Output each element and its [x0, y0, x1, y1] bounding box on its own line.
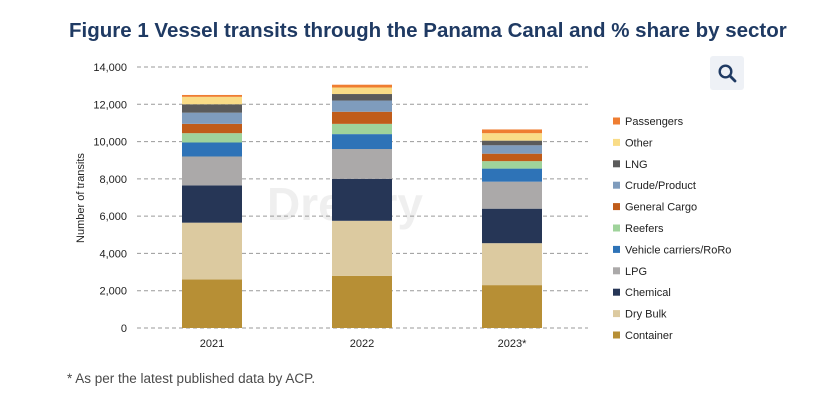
legend-swatch	[613, 288, 620, 296]
legend-swatch	[613, 310, 620, 318]
bar-segment	[482, 133, 542, 141]
legend-swatch	[613, 160, 620, 168]
bar-segment	[482, 161, 542, 169]
legend-label: Dry Bulk	[625, 309, 667, 321]
legend: Container Dry Bulk Chemical LPG Vehicle carr…	[613, 116, 731, 342]
bar-segment	[482, 181, 542, 209]
legend-swatch	[613, 117, 620, 125]
y-axis: 0 2,000 4,000 6,000 8,000 10,000 12,000 14,000	[93, 62, 127, 335]
bar-segment	[182, 123, 242, 134]
bar-segment	[182, 104, 242, 113]
bar-segment	[332, 123, 392, 135]
y-axis-label: Number of transits	[75, 153, 87, 243]
y-tick-label: 8,000	[99, 174, 127, 186]
legend-label: Vehicle carriers/RoRo	[625, 244, 731, 256]
legend-label: Crude/Product	[625, 180, 696, 192]
y-tick-label: 0	[121, 323, 127, 335]
legend-label: LPG	[625, 266, 647, 278]
legend-swatch	[613, 267, 620, 275]
bar-segment	[482, 168, 542, 182]
bar-segment	[332, 134, 392, 150]
bar-segment	[182, 142, 242, 157]
bar-segment	[482, 285, 542, 328]
y-tick-label: 10,000	[93, 137, 127, 149]
y-tick-label: 14,000	[93, 62, 127, 74]
legend-label: Passengers	[625, 116, 684, 128]
legend-label: LNG	[625, 159, 648, 171]
x-tick-label: 2023*	[498, 338, 527, 350]
legend-swatch	[613, 224, 620, 232]
legend-label: Reefers	[625, 223, 664, 235]
bar-segment	[332, 149, 392, 179]
bar-segment	[332, 220, 392, 276]
bar-segment	[482, 129, 542, 134]
footnote: * As per the latest published data by AC…	[67, 371, 316, 386]
y-tick-label: 2,000	[99, 286, 127, 298]
bar-segment	[182, 96, 242, 105]
bar-segment	[482, 153, 542, 162]
bar-segment	[182, 156, 242, 186]
legend-swatch	[613, 203, 620, 211]
search-button[interactable]	[710, 56, 744, 90]
bar-segment	[182, 222, 242, 280]
bar-segment	[182, 133, 242, 143]
bar-segment	[482, 145, 542, 154]
legend-swatch	[613, 181, 620, 189]
bar-segment	[332, 111, 392, 124]
legend-label: Container	[625, 330, 673, 342]
bar-segment	[182, 112, 242, 124]
bar-segment	[332, 100, 392, 112]
y-tick-label: 4,000	[99, 248, 127, 260]
x-tick-label: 2022	[350, 338, 374, 350]
legend-swatch	[613, 138, 620, 146]
bar-segment	[332, 275, 392, 328]
bar-segment	[482, 208, 542, 244]
legend-label: Other	[625, 137, 653, 149]
legend-label: General Cargo	[625, 202, 697, 214]
bar-segment	[182, 279, 242, 328]
y-tick-label: 12,000	[93, 99, 127, 111]
bar-segment	[182, 94, 242, 97]
x-axis: 2021 2022 2023*	[200, 338, 527, 350]
legend-swatch	[613, 245, 620, 253]
legend-label: Chemical	[625, 287, 671, 299]
x-tick-label: 2021	[200, 338, 224, 350]
bar-segment	[332, 178, 392, 221]
bar-segment	[182, 185, 242, 223]
y-tick-label: 6,000	[99, 211, 127, 223]
bar-segment	[332, 94, 392, 101]
chart-title: Figure 1 Vessel transits through the Pan…	[69, 19, 787, 42]
bar-segment	[332, 84, 392, 88]
bar-segment	[482, 140, 542, 146]
bar-segment	[482, 243, 542, 286]
search-icon	[718, 64, 737, 83]
bar-segment	[332, 87, 392, 95]
legend-swatch	[613, 331, 620, 339]
bars	[182, 84, 542, 328]
